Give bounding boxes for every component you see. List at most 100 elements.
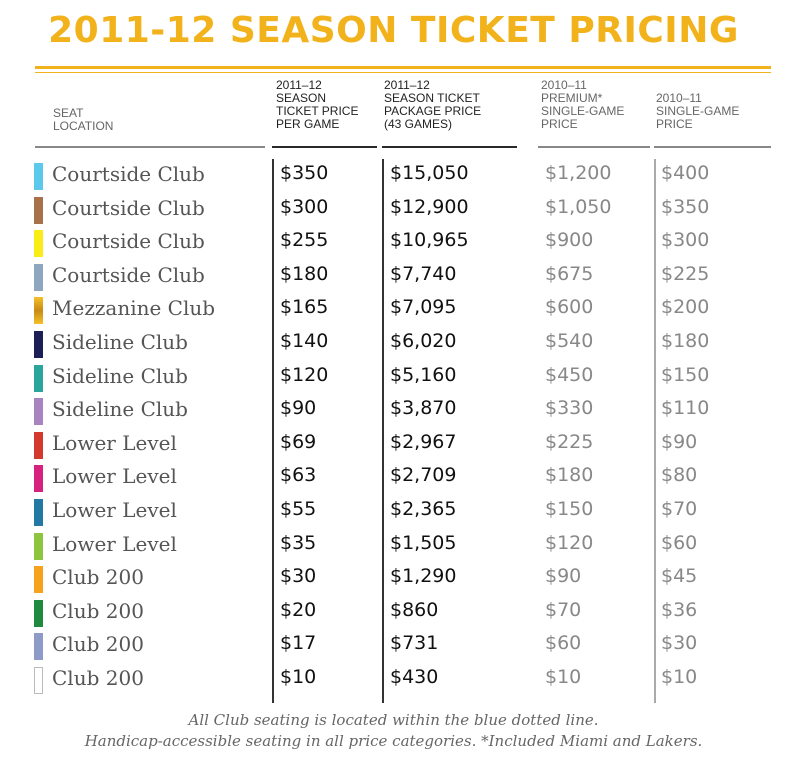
table-row: Courtside Club $300 $12,900 $1,050 $350: [0, 193, 787, 226]
premium-single-game-price: $540: [545, 330, 594, 352]
single-game-price: $400: [661, 162, 710, 184]
premium-single-game-price: $675: [545, 262, 594, 285]
premium-single-game-price: $1,200: [545, 162, 612, 184]
premium-single-game-price: $330: [545, 397, 594, 420]
price-per-game: $63: [280, 464, 317, 487]
package-price: $2,709: [390, 464, 457, 487]
price-per-game: $10: [280, 666, 317, 688]
price-per-game: $17: [280, 632, 317, 655]
seat-location: Mezzanine Club: [52, 296, 216, 321]
single-game-price: $90: [661, 430, 698, 453]
single-game-price: $70: [661, 498, 698, 520]
seat-location: Club 200: [52, 598, 144, 623]
price-per-game: $180: [280, 262, 329, 285]
price-per-game: $255: [280, 229, 329, 252]
seat-location: Lower Level: [52, 531, 177, 556]
table-row: Club 200 $17 $731 $60 $30: [0, 629, 787, 662]
seat-location: Courtside Club: [52, 262, 205, 287]
single-game-price: $10: [661, 666, 698, 688]
price-per-game: $20: [280, 598, 317, 621]
header-rule: [35, 146, 265, 148]
premium-single-game-price: $900: [545, 229, 594, 252]
header-seat-location: SEAT LOCATION: [53, 106, 114, 133]
header-package-price: 2011–12 SEASON TICKET PACKAGE PRICE (43 …: [384, 78, 482, 131]
single-game-price: $80: [661, 464, 698, 487]
footnote: All Club seating is located within the b…: [0, 710, 787, 752]
header-premium-single-game: 2010–11 PREMIUM* SINGLE-GAME PRICE: [541, 78, 625, 131]
table-row: Lower Level $55 $2,365 $150 $70: [0, 495, 787, 528]
price-per-game: $90: [280, 397, 317, 420]
single-game-price: $60: [661, 531, 698, 554]
price-per-game: $55: [280, 498, 317, 520]
seat-color-swatch: [34, 297, 43, 325]
package-price: $3,870: [390, 397, 457, 420]
seat-location: Lower Level: [52, 498, 177, 522]
single-game-price: $300: [661, 229, 710, 252]
header-rule: [382, 146, 517, 148]
price-per-game: $300: [280, 195, 329, 218]
seat-color-swatch: [34, 566, 43, 594]
single-game-price: $350: [661, 195, 710, 218]
seat-location: Club 200: [52, 565, 144, 590]
package-price: $15,050: [390, 162, 469, 184]
package-price: $12,900: [390, 195, 469, 218]
seat-location: Sideline Club: [52, 397, 188, 422]
title-underline-thick: [35, 66, 771, 69]
price-per-game: $120: [280, 363, 329, 386]
seat-color-swatch: [34, 599, 43, 627]
table-row: Club 200 $10 $430 $10 $10: [0, 663, 787, 696]
single-game-price: $36: [661, 598, 698, 621]
footnote-line: All Club seating is located within the b…: [188, 711, 599, 729]
seat-color-swatch: [34, 263, 43, 291]
table-row: Sideline Club $120 $5,160 $450 $150: [0, 361, 787, 394]
seat-location: Lower Level: [52, 464, 177, 489]
seat-color-swatch: [34, 163, 43, 190]
seat-location: Courtside Club: [52, 162, 205, 186]
seat-color-swatch: [34, 532, 43, 560]
price-per-game: $165: [280, 296, 329, 319]
header-rule: [654, 146, 771, 148]
price-per-game: $30: [280, 565, 317, 588]
premium-single-game-price: $10: [545, 666, 582, 688]
seat-color-swatch: [34, 465, 43, 493]
table-row: Courtside Club $180 $7,740 $675 $225: [0, 260, 787, 293]
single-game-price: $200: [661, 296, 710, 319]
single-game-price: $150: [661, 363, 710, 386]
premium-single-game-price: $90: [545, 565, 582, 588]
package-price: $2,967: [390, 430, 457, 453]
page-title: 2011-12 SEASON TICKET PRICING: [48, 10, 739, 51]
premium-single-game-price: $1,050: [545, 195, 612, 218]
single-game-price: $30: [661, 632, 698, 655]
package-price: $10,965: [390, 229, 469, 252]
seat-color-swatch: [34, 196, 43, 224]
column-divider: [272, 159, 274, 703]
seat-color-swatch: [34, 667, 43, 694]
column-divider: [382, 159, 384, 703]
table-row: Lower Level $63 $2,709 $180 $80: [0, 461, 787, 494]
seat-color-swatch: [34, 364, 43, 392]
seat-location: Club 200: [52, 666, 144, 690]
table-row: Courtside Club $350 $15,050 $1,200 $400: [0, 159, 787, 192]
seat-location: Sideline Club: [52, 330, 188, 354]
single-game-price: $45: [661, 565, 698, 588]
table-row: Sideline Club $140 $6,020 $540 $180: [0, 327, 787, 360]
premium-single-game-price: $120: [545, 531, 594, 554]
table-row: Courtside Club $255 $10,965 $900 $300: [0, 226, 787, 259]
single-game-price: $180: [661, 330, 710, 352]
seat-location: Lower Level: [52, 430, 177, 455]
seat-location: Courtside Club: [52, 229, 205, 254]
premium-single-game-price: $225: [545, 430, 594, 453]
seat-color-swatch: [34, 398, 43, 426]
price-per-game: $35: [280, 531, 317, 554]
premium-single-game-price: $600: [545, 296, 594, 319]
table-row: Lower Level $35 $1,505 $120 $60: [0, 529, 787, 562]
table-row: Mezzanine Club $165 $7,095 $600 $200: [0, 293, 787, 326]
premium-single-game-price: $450: [545, 363, 594, 386]
package-price: $430: [390, 666, 439, 688]
price-per-game: $140: [280, 330, 329, 352]
seat-location: Courtside Club: [52, 195, 205, 220]
seat-color-swatch: [34, 633, 43, 661]
package-price: $5,160: [390, 363, 457, 386]
seat-color-swatch: [34, 331, 43, 358]
header-rule: [272, 146, 377, 148]
